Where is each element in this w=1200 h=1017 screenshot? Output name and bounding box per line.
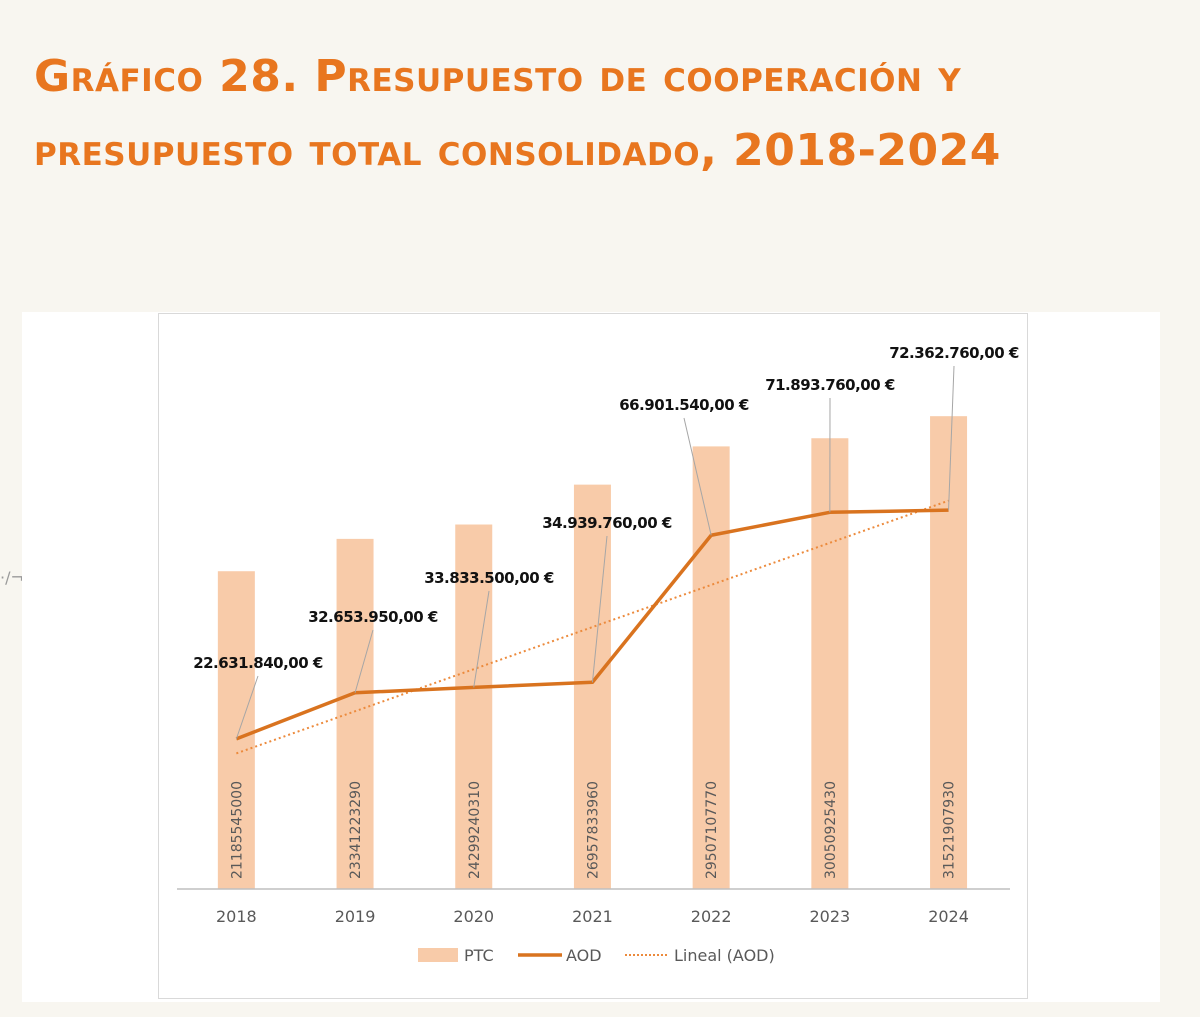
ptc-bar [930, 416, 968, 889]
legend-label-aod: AOD [566, 946, 602, 965]
x-tick-label: 2020 [453, 907, 494, 926]
aod-value-label: 33.833.500,00 € [424, 569, 554, 587]
aod-value-label: 66.901.540,00 € [619, 396, 749, 414]
margin-mark: ·/¬ [0, 568, 24, 587]
legend-label-ptc: PTC [464, 946, 494, 965]
ptc-bar [336, 538, 374, 889]
x-tick-label: 2023 [809, 907, 850, 926]
x-tick-label: 2019 [335, 907, 376, 926]
aod-leader-line [354, 629, 374, 693]
aod-leader-line [591, 535, 608, 683]
aod-leader-line [948, 365, 955, 511]
x-tick-label: 2022 [691, 907, 732, 926]
aod-leader-line [473, 590, 490, 688]
aod-value-label: 34.939.760,00 € [542, 514, 672, 532]
aod-value-label: 32.653.950,00 € [308, 608, 438, 626]
ptc-bar-label: 23341223290 [348, 781, 364, 879]
ptc-bar [573, 484, 611, 889]
aod-value-label: 71.893.760,00 € [765, 376, 895, 394]
x-tick-label: 2021 [572, 907, 613, 926]
x-tick-label: 2024 [928, 907, 969, 926]
x-tick-label: 2018 [216, 907, 257, 926]
ptc-bar-label: 24299240310 [467, 781, 483, 879]
trend-line [236, 499, 949, 755]
ptc-bar [692, 446, 730, 889]
ptc-bar-label: 30050925430 [823, 781, 839, 879]
ptc-bar-label: 29507107770 [704, 781, 720, 879]
aod-leader-line [235, 675, 259, 740]
legend-swatch-ptc [418, 948, 458, 962]
ptc-bar-label: 31521907930 [942, 781, 958, 879]
aod-leader-line [683, 417, 712, 536]
ptc-bar [217, 571, 255, 889]
page-title: Gráfico 28. Presupuesto de cooperación y… [34, 51, 1001, 176]
ptc-bar [455, 524, 493, 889]
chart-frame [158, 313, 1028, 999]
legend-label-trend: Lineal (AOD) [674, 946, 775, 965]
ptc-bar-label: 21185545000 [229, 781, 245, 879]
aod-value-label: 72.362.760,00 € [889, 344, 1019, 362]
aod-value-label: 22.631.840,00 € [193, 654, 323, 672]
ptc-bar-label: 26957833960 [585, 781, 601, 879]
